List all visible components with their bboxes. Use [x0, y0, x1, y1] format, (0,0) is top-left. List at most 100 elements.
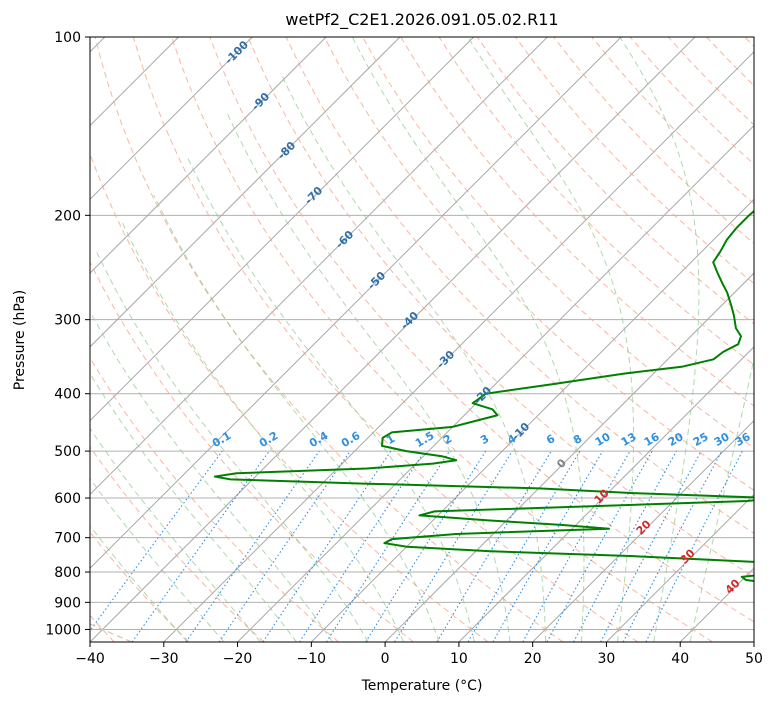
mixing-ratio-label: 6	[544, 432, 557, 447]
moist-adiabat	[227, 114, 511, 642]
dry-adiabat	[362, 37, 754, 449]
moist-adiabat	[280, 72, 547, 642]
mixing-ratio-line	[365, 450, 487, 642]
moist-adiabat	[121, 221, 405, 642]
isotherm-line	[753, 641, 754, 642]
x-tick-label: 0	[381, 651, 390, 667]
dry-adiabat	[90, 531, 190, 642]
mixing-ratio-label: 3	[478, 432, 491, 447]
mixing-ratio-label: 20	[666, 430, 686, 449]
isotherm-line	[310, 198, 754, 642]
mixing-ratio-label: 16	[642, 430, 662, 449]
moist-adiabat	[90, 524, 188, 642]
isotherm-line	[90, 37, 696, 642]
mixing-ratio-label: 10	[593, 430, 613, 449]
isotherm-line	[163, 51, 754, 642]
isotherm-line	[458, 346, 754, 642]
isotherm-label: -90	[249, 90, 272, 113]
y-tick-label: 800	[54, 565, 81, 581]
dry-adiabat	[209, 37, 754, 623]
isotherm-label: 10	[592, 486, 612, 506]
y-tick-label: 700	[54, 531, 81, 547]
mixing-ratio-line	[394, 450, 513, 642]
isotherm-label: 40	[723, 576, 743, 596]
x-tick-label: −20	[223, 651, 253, 667]
y-tick-label: 500	[54, 444, 81, 460]
mixing-ratio-lines	[90, 450, 743, 642]
dry-adiabat	[90, 446, 265, 642]
isotherm-label: 30	[678, 546, 698, 566]
mixing-ratio-line	[299, 450, 426, 642]
dewpoint-profile	[213, 209, 754, 582]
mixing-ratio-line	[262, 450, 392, 642]
isotherm-line	[90, 37, 622, 569]
x-tick-label: 30	[598, 651, 616, 667]
dry-adiabat	[171, 37, 713, 642]
isotherm-line	[606, 493, 754, 642]
y-axis-label: Pressure (hPa)	[12, 289, 28, 391]
isotherm-line	[532, 419, 754, 642]
dry-adiabat	[132, 37, 639, 642]
mixing-ratio-label: 25	[691, 430, 711, 449]
mixing-ratio-line	[436, 450, 552, 642]
y-tick-label: 300	[54, 313, 81, 329]
isotherm-line	[90, 37, 548, 496]
mixing-ratio-line	[218, 450, 351, 642]
moist-adiabat	[689, 356, 754, 642]
isotherm-line	[237, 124, 754, 642]
dry-adiabat	[90, 356, 339, 642]
mixing-ratio-line	[325, 450, 450, 642]
isotherm-label: 20	[634, 517, 654, 537]
x-axis-label: Temperature (°C)	[361, 678, 483, 694]
dry-adiabat	[629, 37, 754, 165]
dry-adiabat	[515, 37, 754, 285]
mixing-ratio-line	[522, 450, 631, 642]
dry-adiabat	[285, 37, 754, 534]
moist-adiabat	[95, 251, 369, 642]
dry-adiabat	[553, 37, 754, 245]
dry-adiabat	[438, 37, 754, 366]
mixing-ratio-line	[573, 450, 677, 642]
isotherm-label: 0	[554, 456, 569, 471]
isotherm-line	[90, 37, 401, 348]
y-tick-label: 600	[54, 491, 81, 507]
moist-adiabat	[619, 37, 700, 642]
mixing-ratio-label: 36	[733, 430, 753, 449]
isotherm-line	[90, 37, 327, 274]
mixing-ratio-line	[645, 450, 743, 642]
moist-adiabat	[187, 157, 475, 642]
mixing-ratio-label: 13	[619, 430, 639, 449]
mixing-ratio-line	[131, 450, 270, 642]
dry-adiabat	[744, 37, 754, 48]
x-tick-label: 10	[450, 651, 468, 667]
mixing-ratio-label: 2	[441, 432, 454, 447]
x-tick-label: 20	[524, 651, 542, 667]
y-tick-label: 1000	[45, 622, 81, 638]
x-tick-label: −40	[75, 651, 105, 667]
mixing-ratio-label: 1	[384, 432, 397, 447]
moist-adiabat	[90, 427, 261, 642]
x-tick-label: 40	[671, 651, 689, 667]
dry-adiabat	[476, 37, 754, 325]
isotherm-line	[679, 567, 754, 642]
isotherm-line	[90, 37, 253, 201]
chart-title: wetPf2_C2E1.2026.091.05.02.R11	[285, 10, 559, 29]
plot-frame	[89, 36, 755, 643]
dry-adiabat	[247, 37, 754, 578]
dry-adiabat	[323, 37, 754, 491]
y-tick-label: 900	[54, 595, 81, 611]
x-tick-label: −30	[149, 651, 179, 667]
x-tick-label: −10	[297, 651, 327, 667]
y-tick-label: 400	[54, 387, 81, 403]
mixing-ratio-line	[90, 450, 223, 632]
mixing-ratio-line	[546, 450, 653, 642]
dry-adiabat	[90, 152, 489, 642]
y-tick-label: 200	[54, 208, 81, 224]
isotherm-label: -50	[365, 269, 388, 292]
isotherm-line	[384, 272, 754, 642]
moist-adiabat	[90, 310, 333, 642]
mixing-ratio-line	[600, 450, 702, 642]
y-tick-label: 100	[54, 30, 81, 46]
dry-adiabat	[94, 37, 564, 642]
